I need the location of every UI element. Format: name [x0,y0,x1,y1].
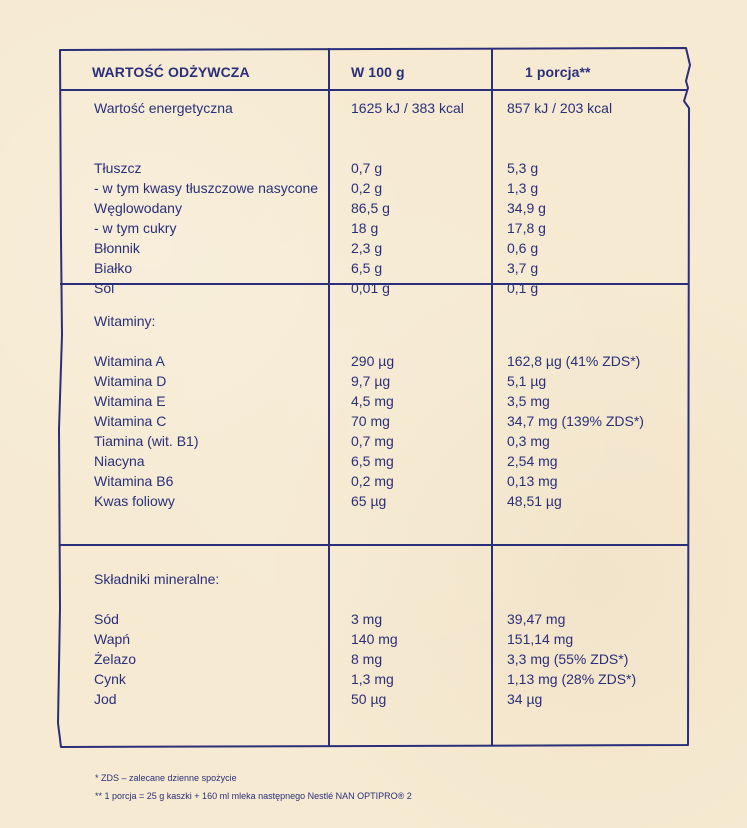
minerals-section-portion: 39,47 mg 151,14 mg 3,3 mg (55% ZDS*) 1,1… [507,609,636,709]
minerals-section-per100: 3 mg 140 mg 8 mg 1,3 mg 50 µg [351,609,398,709]
mineral-per100: 3 mg [351,611,383,627]
mineral-per100: 50 µg [351,691,387,707]
mineral-label: Jod [94,691,117,707]
macro-portion: 0,6 g [507,240,539,256]
macro-per100: 18 g [351,220,379,236]
mineral-portion: 151,14 mg [507,631,574,647]
mineral-label: Cynk [94,671,126,687]
vitamin-label: Witamina D [94,373,167,389]
vitamin-per100: 65 µg [351,493,387,509]
energy-per100: 1625 kJ / 383 kcal [351,100,464,116]
macro-per100: 6,5 g [351,260,383,276]
energy-section-labels: Wartość energetyczna Tłuszcz - w tym kwa… [94,98,318,298]
vitamins-section-portion: 162,8 µg (41% ZDS*) 5,1 µg 3,5 mg 34,7 m… [507,351,644,511]
vitamin-label: Witamina E [94,393,166,409]
macro-portion: 17,8 g [507,220,546,236]
vitamin-label: Kwas foliowy [94,493,175,509]
vitamin-per100: 0,7 mg [351,433,394,449]
vitamin-per100: 0,2 mg [351,473,394,489]
vitamin-label: Niacyna [94,453,145,469]
header-nutrition-value: WARTOŚĆ ODŻYWCZA [92,64,250,80]
macro-label: Węglowodany [94,200,182,216]
energy-portion: 857 kJ / 203 kcal [507,100,613,116]
vitamin-label: Tiamina (wit. B1) [94,433,199,449]
macro-per100: 0,2 g [351,180,383,196]
macro-portion: 3,7 g [507,260,539,276]
energy-section-portion: 857 kJ / 203 kcal 5,3 g 1,3 g 34,9 g 17,… [507,98,612,298]
mineral-portion: 1,13 mg (28% ZDS*) [507,671,637,687]
macro-label: Tłuszcz [94,160,142,176]
minerals-title: Składniki mineralne: [94,571,220,587]
vitamin-per100: 4,5 mg [351,393,394,409]
energy-section-per100: 1625 kJ / 383 kcal 0,7 g 0,2 g 86,5 g 18… [351,98,464,298]
vitamin-portion: 3,5 mg [507,393,550,409]
macro-per100: 0,01 g [351,280,390,296]
footnote-portion: ** 1 porcja = 25 g kaszki + 160 ml mleka… [95,791,412,801]
vitamin-label: Witamina A [94,353,165,369]
mineral-label: Żelazo [94,651,137,667]
macro-portion: 34,9 g [507,200,546,216]
mineral-per100: 8 mg [351,651,383,667]
macro-portion: 1,3 g [507,180,539,196]
mineral-per100: 1,3 mg [351,671,394,687]
macro-label: Białko [94,260,133,276]
macro-portion: 0,1 g [507,280,539,296]
vitamin-label: Witamina B6 [94,473,174,489]
vitamin-portion: 34,7 mg (139% ZDS*) [507,413,644,429]
vitamin-portion: 0,3 mg [507,433,550,449]
vitamin-label: Witamina C [94,413,167,429]
footnote-zds: * ZDS – zalecane dzienne spożycie [95,773,237,783]
vitamin-per100: 70 mg [351,413,390,429]
vitamin-per100: 6,5 mg [351,453,394,469]
header-per-100g: W 100 g [351,64,405,80]
vitamin-per100: 9,7 µg [351,373,391,389]
macro-per100: 0,7 g [351,160,383,176]
header-per-portion: 1 porcja** [525,64,591,80]
vitamin-portion: 0,13 mg [507,473,558,489]
mineral-portion: 39,47 mg [507,611,566,627]
vitamins-section-per100: 290 µg 9,7 µg 4,5 mg 70 mg 0,7 mg 6,5 mg… [351,351,394,511]
macro-per100: 2,3 g [351,240,383,256]
minerals-section-labels: Składniki mineralne: Sód Wapń Żelazo Cyn… [94,569,219,709]
mineral-per100: 140 mg [351,631,398,647]
vitamins-section-labels: Witaminy: Witamina A Witamina D Witamina… [94,311,199,511]
vitamin-portion: 48,51 µg [507,493,562,509]
vitamin-portion: 162,8 µg (41% ZDS*) [507,353,641,369]
macro-label: - w tym cukry [94,220,177,236]
mineral-portion: 3,3 mg (55% ZDS*) [507,651,629,667]
vitamin-portion: 5,1 µg [507,373,547,389]
macro-portion: 5,3 g [507,160,539,176]
nutrition-table: WARTOŚĆ ODŻYWCZA W 100 g 1 porcja** Wart… [57,47,691,749]
vitamin-per100: 290 µg [351,353,395,369]
macro-per100: 86,5 g [351,200,390,216]
mineral-label: Wapń [94,631,131,647]
vitamins-title: Witaminy: [94,313,156,329]
energy-label: Wartość energetyczna [94,100,233,116]
footnotes: * ZDS – zalecane dzienne spożycie ** 1 p… [95,769,412,805]
macro-label: Błonnik [94,240,140,256]
table-borders [57,47,691,748]
mineral-portion: 34 µg [507,691,543,707]
mineral-label: Sód [94,611,119,627]
macro-label: Sól [94,280,115,296]
macro-label: - w tym kwasy tłuszczowe nasycone [94,180,319,196]
vitamin-portion: 2,54 mg [507,453,558,469]
